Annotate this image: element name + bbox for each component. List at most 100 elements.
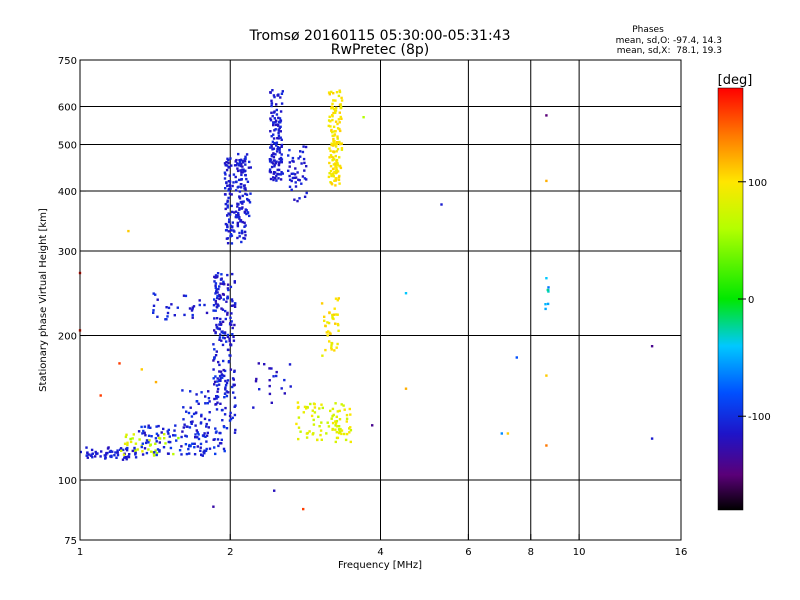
data-point: [268, 170, 272, 173]
data-point: [147, 448, 150, 451]
data-point: [272, 171, 276, 174]
data-point: [333, 143, 337, 146]
data-point: [118, 362, 121, 365]
data-point: [215, 397, 218, 400]
data-point: [302, 411, 305, 414]
data-point: [226, 242, 230, 245]
data-point: [240, 207, 243, 210]
data-point: [224, 202, 227, 206]
data-point: [206, 431, 209, 435]
data-point: [349, 426, 352, 429]
data-point: [336, 299, 339, 302]
data-point: [141, 453, 145, 456]
data-point: [327, 124, 330, 128]
data-point: [228, 174, 231, 177]
data-point: [221, 343, 225, 347]
data-point: [225, 300, 228, 303]
data-point: [329, 169, 333, 173]
data-point: [293, 198, 296, 201]
data-point: [154, 293, 157, 296]
data-point: [239, 164, 243, 168]
data-point: [233, 280, 236, 283]
data-point: [155, 440, 158, 443]
data-point: [281, 90, 284, 93]
data-point: [126, 443, 129, 447]
data-point: [206, 402, 209, 405]
data-point: [273, 95, 276, 99]
data-point: [349, 429, 353, 432]
data-point: [185, 425, 188, 428]
data-point: [235, 216, 239, 219]
data-point: [230, 204, 233, 208]
data-point: [330, 105, 333, 109]
data-point: [227, 166, 230, 169]
data-point: [244, 155, 247, 158]
data-point: [215, 350, 218, 353]
data-point: [328, 161, 331, 165]
data-point: [300, 162, 303, 165]
x-tick-label: 16: [675, 547, 688, 558]
data-point: [335, 141, 339, 144]
data-point: [330, 90, 333, 94]
data-point: [228, 183, 232, 186]
data-points: [78, 89, 654, 511]
data-point: [337, 329, 340, 332]
data-point: [252, 406, 255, 409]
data-point: [272, 123, 275, 127]
data-point: [297, 437, 300, 441]
data-point: [278, 151, 282, 154]
data-point: [277, 134, 281, 137]
data-point: [239, 186, 243, 189]
data-point: [144, 441, 148, 445]
data-point: [296, 401, 300, 404]
data-point: [336, 436, 340, 440]
data-point: [244, 224, 247, 227]
data-point: [150, 450, 153, 453]
data-point: [144, 434, 147, 437]
data-point: [228, 323, 232, 326]
data-point: [227, 196, 230, 200]
chart-subtitle: RwPretec (8p): [331, 42, 429, 58]
data-point: [213, 380, 217, 383]
data-point: [277, 177, 280, 180]
data-point: [339, 166, 343, 170]
data-point: [226, 199, 229, 202]
data-point: [312, 423, 316, 426]
data-point: [125, 433, 128, 436]
data-point: [328, 311, 331, 314]
data-point: [271, 89, 274, 92]
data-point: [241, 165, 244, 168]
data-point: [224, 406, 227, 410]
data-point: [280, 171, 283, 174]
data-point: [223, 193, 227, 196]
data-point: [340, 403, 343, 406]
data-point: [233, 211, 236, 214]
x-tick-label: 6: [465, 547, 471, 558]
data-point: [297, 426, 301, 429]
data-point: [329, 165, 333, 168]
data-point: [342, 404, 345, 407]
data-point: [275, 160, 278, 163]
data-point: [269, 91, 272, 94]
data-point: [145, 439, 149, 442]
data-point: [216, 291, 219, 294]
data-point: [338, 111, 341, 114]
data-point: [279, 156, 283, 160]
data-point: [271, 140, 275, 143]
data-point: [212, 304, 216, 307]
data-point: [229, 229, 233, 232]
data-point: [199, 446, 202, 449]
data-point: [127, 455, 131, 459]
data-point: [235, 180, 238, 183]
data-point: [547, 286, 550, 289]
data-point: [318, 425, 321, 428]
data-point: [337, 428, 341, 431]
data-point: [238, 235, 241, 238]
data-point: [223, 177, 227, 180]
data-point: [233, 164, 237, 167]
data-point: [218, 336, 222, 339]
data-point: [226, 214, 229, 217]
data-point: [194, 436, 197, 439]
data-point: [274, 121, 277, 124]
data-point: [191, 307, 194, 311]
